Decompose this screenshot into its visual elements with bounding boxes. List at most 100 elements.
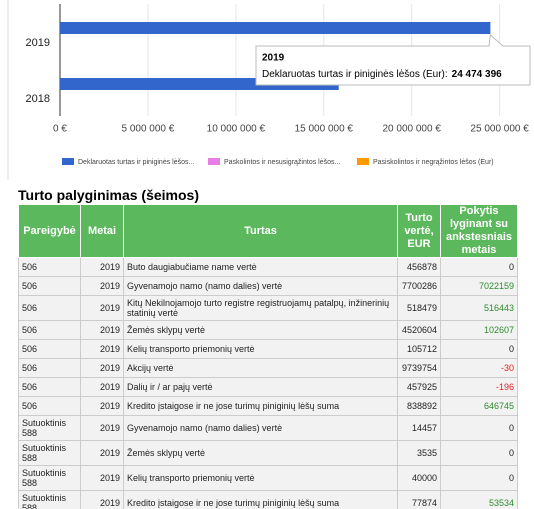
table-cell: Kredito įstaigose ir ne jose turimų pini… [123,490,398,509]
legend-label: Deklaruotas turtas ir piniginės lėšos... [78,159,194,166]
table-title: Turto palyginimas (šeimos) [18,187,199,203]
legend-label: Paskolintos ir nesusigrąžintos lėšos... [224,159,340,166]
column-header: Metai [80,204,124,258]
table-cell: Buto daugiabučiame name vertė [123,257,398,277]
table-cell: 0 [440,339,518,359]
tooltip: 2019 Deklaruotas turtas ir piniginės lėšo… [255,34,531,86]
legend-swatch [357,158,369,165]
tooltip-box [255,34,531,86]
table-cell: Kelių transporto priemonių vertė [123,339,398,359]
table-cell: 456878 [397,257,441,277]
legend-label: Pasiskolintos ir negrąžintos lėšos (Eur) [373,159,494,166]
table-cell: 2019 [80,320,124,340]
table-cell: 77874 [397,490,441,509]
table-cell: Žemės sklypų vertė [123,320,398,340]
table-row: 506 2019 Žemės sklypų vertė 4520604 102607 [18,320,518,340]
x-tick-label: 10 000 000 € [207,124,266,135]
table-cell: Gyvenamojo namo (namo dalies) vertė [123,276,398,296]
tooltip-label: Deklaruotas turtas ir piniginės lėšos (E… [262,69,448,80]
table-cell: 506 [18,257,81,277]
table-cell: Žemės sklypų vertė [123,440,398,466]
table-cell: 518479 [397,295,441,321]
table-cell: 457925 [397,377,441,397]
table-cell: 102607 [440,320,518,340]
legend-swatch [62,158,74,165]
y-tick-label: 2018 [26,93,50,105]
table-cell: 2019 [80,396,124,416]
table-cell: 0 [440,440,518,466]
table-cell: 506 [18,377,81,397]
x-tick-label: 0 € [53,124,67,135]
table-cell: 506 [18,276,81,296]
table-cell: Kelių transporto priemonių vertė [123,465,398,491]
table-row: Sutuoktinis 588 2019 Kelių transporto prie… [18,465,518,491]
table: Pareigybė Metai Turtas Turto vertė, EUR Poky… [18,204,518,509]
table-cell: 2019 [80,295,124,321]
x-tick-label: 15 000 000 € [295,124,354,135]
table-cell: 53534 [440,490,518,509]
table-row: 506 2019 Kelių transporto priemonių vertė 1… [18,339,518,359]
table-cell: 2019 [80,257,124,277]
legend-swatch [208,158,220,165]
table-cell: 506 [18,358,81,378]
table-cell: Gyvenamojo namo (namo dalies) vertė [123,415,398,441]
table-row: 506 2019 Akcijų vertė 9739754 -30 [18,358,518,378]
table-row: 506 2019 Dalių ir / ar pajų vertė 457925 -19… [18,377,518,397]
table-cell: 506 [18,339,81,359]
table-cell: 516443 [440,295,518,321]
table-cell: Sutuoktinis 588 [18,490,81,509]
tooltip-text: Deklaruotas turtas ir piniginės lėšos (E… [262,69,502,80]
table-cell: 4520604 [397,320,441,340]
chart: 0 € 5 000 000 € 10 000 000 € 15 000 000 € 20… [7,0,531,180]
table-row: Sutuoktinis 588 2019 Žemės sklypų vertė 353… [18,440,518,466]
table-row: 506 2019 Kredito įstaigose ir ne jose turi… [18,396,518,416]
x-tick-label: 20 000 000 € [383,124,442,135]
column-header: Turto vertė, EUR [397,204,441,258]
table-cell: 506 [18,396,81,416]
x-tick-label: 5 000 000 € [122,124,175,135]
table-cell: 2019 [80,440,124,466]
table-cell: Sutuoktinis 588 [18,465,81,491]
table-row: Sutuoktinis 588 2019 Gyvenamojo namo (namo… [18,415,518,441]
x-tick-label: 25 000 000 € [470,124,529,135]
table-cell: 2019 [80,276,124,296]
table-cell: 838892 [397,396,441,416]
table-cell: 0 [440,415,518,441]
header-row: Pareigybė Metai Turtas Turto vertė, EUR Poky… [18,204,518,258]
table-cell: 2019 [80,415,124,441]
table-cell: 40000 [397,465,441,491]
table-cell: 2019 [80,377,124,397]
table-cell: 506 [18,295,81,321]
table-cell: 2019 [80,490,124,509]
tooltip-value: 24 474 396 [452,69,502,80]
column-header: Pareigybė [18,204,81,258]
table-cell: 7700286 [397,276,441,296]
table-cell: 105712 [397,339,441,359]
table-cell: 14457 [397,415,441,441]
table-row: 506 2019 Gyvenamojo namo (namo dalies) ver… [18,276,518,296]
table-row: 506 2019 Buto daugiabučiame name vertė 4568… [18,257,518,277]
tooltip-category: 2019 [262,53,285,64]
column-header: Turtas [123,204,398,258]
table-row: Sutuoktinis 588 2019 Kredito įstaigose ir … [18,490,518,509]
table-cell: Kredito įstaigose ir ne jose turimų pini… [123,396,398,416]
table-cell: 646745 [440,396,518,416]
table-cell: Akcijų vertė [123,358,398,378]
table-container: Pareigybė Metai Turtas Turto vertė, EUR Poky… [18,204,530,509]
table-cell: 2019 [80,339,124,359]
table-cell: 506 [18,320,81,340]
table-cell: 2019 [80,465,124,491]
table-cell: Sutuoktinis 588 [18,415,81,441]
column-header: Pokytis lyginant su ankstesniais metais [440,204,518,258]
table-cell: 2019 [80,358,124,378]
table-cell: 7022159 [440,276,518,296]
bar [60,22,491,34]
table-cell: 0 [440,257,518,277]
table-cell: Sutuoktinis 588 [18,440,81,466]
table-cell: 9739754 [397,358,441,378]
table-cell: -30 [440,358,518,378]
table-cell: 0 [440,465,518,491]
y-tick-label: 2019 [26,37,50,49]
table-cell: -196 [440,377,518,397]
